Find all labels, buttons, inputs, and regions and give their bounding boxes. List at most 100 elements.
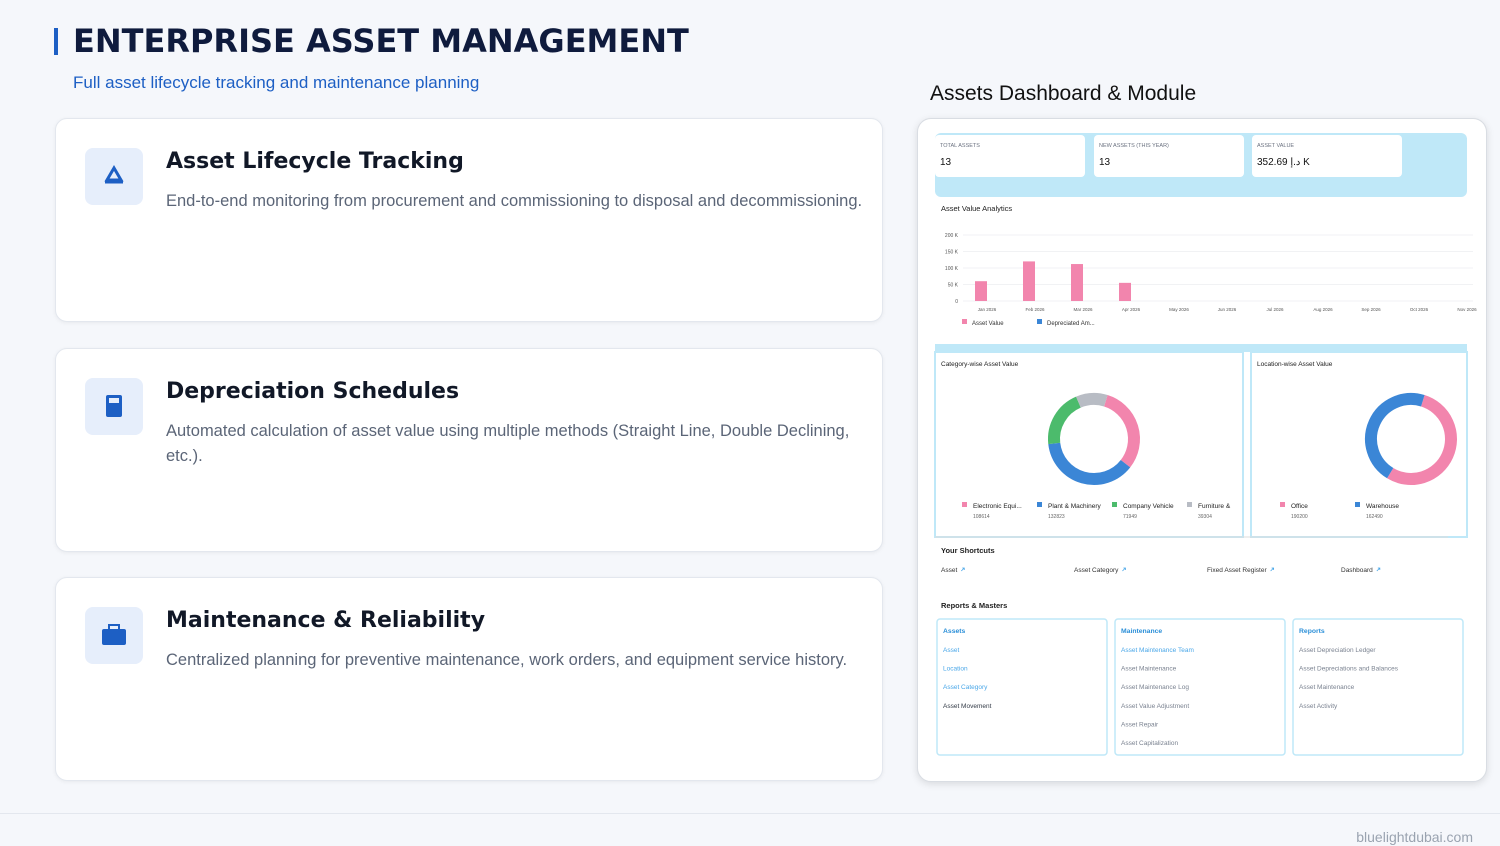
feature-card: Depreciation Schedules Automated calcula… bbox=[55, 348, 883, 552]
legend-value: 39304 bbox=[1198, 514, 1212, 520]
report-link[interactable]: Asset Maintenance Team bbox=[1121, 647, 1194, 654]
x-tick-label: Jul 2026 bbox=[1266, 307, 1284, 312]
legend-value: 162490 bbox=[1366, 514, 1383, 520]
x-tick-label: Nov 2026 bbox=[1457, 307, 1477, 312]
y-tick-label: 100 K bbox=[945, 266, 959, 272]
panel bbox=[1250, 351, 1468, 538]
report-link[interactable]: Asset Maintenance Log bbox=[1121, 684, 1189, 691]
dashboard: TOTAL ASSETS 13 NEW ASSETS (THIS YEAR) 13 AS… bbox=[934, 133, 1477, 756]
x-tick-label: Oct 2026 bbox=[1410, 307, 1429, 312]
donut-segment bbox=[1103, 395, 1140, 468]
icon bbox=[85, 148, 143, 205]
feature-title: Asset Lifecycle Tracking bbox=[166, 149, 464, 174]
arrow-icon bbox=[1270, 567, 1275, 572]
kpi-card bbox=[935, 135, 1085, 177]
footer: bluelightdubai.com bbox=[1356, 829, 1473, 845]
y-tick-label: 50 K bbox=[948, 283, 959, 289]
donut-segment bbox=[1387, 395, 1457, 485]
report-link[interactable]: Asset Maintenance bbox=[1299, 684, 1355, 691]
divider bbox=[0, 813, 1500, 814]
page-subtitle: Full asset lifecycle tracking and mainte… bbox=[73, 73, 480, 92]
legend-value: 132823 bbox=[1048, 514, 1065, 520]
y-tick-label: 0 bbox=[955, 299, 958, 305]
report-link[interactable]: Asset Capitalization bbox=[1121, 740, 1178, 747]
donut-segment bbox=[1048, 396, 1082, 445]
y-tick-label: 150 K bbox=[945, 250, 959, 256]
shortcut[interactable]: Fixed Asset Register bbox=[1207, 567, 1267, 574]
bar bbox=[1023, 261, 1035, 301]
report-link[interactable]: Asset Value Adjustment bbox=[1121, 703, 1189, 710]
legend-label: Plant & Machinery bbox=[1048, 503, 1101, 510]
x-tick-label: Mar 2026 bbox=[1073, 307, 1093, 312]
kpi-label: NEW ASSETS (THIS YEAR) bbox=[1099, 143, 1169, 149]
column-title: Assets bbox=[943, 628, 966, 635]
report-link[interactable]: Asset Repair bbox=[1121, 721, 1159, 728]
report-column bbox=[1292, 618, 1464, 756]
column-title: Reports bbox=[1299, 628, 1325, 635]
kpi-label: ASSET VALUE bbox=[1257, 143, 1294, 149]
bar bbox=[1119, 282, 1131, 301]
kpi-value: 13 bbox=[1099, 157, 1111, 168]
donut-segment bbox=[1048, 442, 1131, 485]
legend-swatch bbox=[1112, 502, 1117, 507]
report-link[interactable]: Asset Activity bbox=[1299, 703, 1338, 710]
legend-swatch bbox=[1187, 502, 1192, 507]
legend-swatch bbox=[1037, 319, 1042, 324]
y-tick-label: 200 K bbox=[945, 233, 959, 239]
kpi-card bbox=[1252, 135, 1402, 177]
report-link[interactable]: Asset Movement bbox=[943, 703, 992, 710]
x-tick-label: Jun 2026 bbox=[1218, 307, 1237, 312]
bar bbox=[975, 281, 987, 301]
section-title: Reports & Masters bbox=[941, 601, 1007, 610]
report-link[interactable]: Asset Depreciation Ledger bbox=[1299, 647, 1376, 654]
icon bbox=[85, 378, 143, 435]
report-column bbox=[1114, 618, 1286, 756]
legend-label: Office bbox=[1291, 503, 1308, 510]
legend-swatch bbox=[962, 319, 967, 324]
x-tick-label: Jan 2026 bbox=[978, 307, 997, 312]
kpi-card bbox=[1094, 135, 1244, 177]
report-link[interactable]: Asset Maintenance bbox=[1121, 666, 1177, 673]
bar bbox=[1071, 264, 1083, 301]
shortcut[interactable]: Dashboard bbox=[1341, 567, 1373, 574]
dashboard-screenshot: TOTAL ASSETS 13 NEW ASSETS (THIS YEAR) 13 AS… bbox=[917, 118, 1487, 782]
feature-card: Maintenance & Reliability Centralized pl… bbox=[55, 577, 883, 781]
report-link[interactable]: Asset Category bbox=[943, 684, 988, 691]
feature-description: Automated calculation of asset value usi… bbox=[166, 422, 850, 465]
arrow-icon bbox=[1376, 567, 1381, 572]
legend-label: Furniture & bbox=[1198, 503, 1231, 510]
legend-label: Company Vehicle bbox=[1123, 503, 1174, 510]
column-title: Maintenance bbox=[1121, 628, 1162, 635]
chart-title: Category-wise Asset Value bbox=[941, 361, 1019, 368]
report-link[interactable]: Asset Depreciations and Balances bbox=[1299, 666, 1399, 673]
x-tick-label: Apr 2026 bbox=[1122, 307, 1141, 312]
report-column bbox=[936, 618, 1108, 756]
legend-value: 71949 bbox=[1123, 514, 1137, 520]
legend-swatch bbox=[1280, 502, 1285, 507]
page-title: ENTERPRISE ASSET MANAGEMENT bbox=[73, 22, 689, 60]
shortcut[interactable]: Asset Category bbox=[1074, 567, 1119, 574]
x-tick-label: Aug 2026 bbox=[1313, 307, 1333, 312]
feature-title: Depreciation Schedules bbox=[166, 379, 460, 404]
shortcut[interactable]: Asset bbox=[941, 567, 957, 574]
accent-bar bbox=[54, 28, 58, 55]
legend-swatch bbox=[1037, 502, 1042, 507]
x-tick-label: Feb 2026 bbox=[1025, 307, 1045, 312]
legend-label: Electronic Equi... bbox=[973, 503, 1022, 510]
kpi-value: 13 bbox=[940, 157, 952, 168]
x-tick-label: May 2026 bbox=[1169, 307, 1189, 312]
report-link[interactable]: Asset bbox=[943, 647, 959, 654]
legend-swatch bbox=[962, 502, 967, 507]
x-tick-label: Sep 2026 bbox=[1361, 307, 1381, 312]
feature-title: Maintenance & Reliability bbox=[166, 608, 486, 633]
chart-title: Asset Value Analytics bbox=[941, 204, 1012, 213]
legend-value: 190200 bbox=[1291, 514, 1308, 520]
dashboard-title: Assets Dashboard & Module bbox=[930, 82, 1197, 105]
donut-segment bbox=[1076, 393, 1108, 408]
report-link[interactable]: Location bbox=[943, 666, 968, 673]
legend-label: Asset Value bbox=[972, 321, 1004, 327]
legend-value: 108614 bbox=[973, 514, 990, 520]
donut-segment bbox=[1365, 393, 1425, 479]
kpi-label: TOTAL ASSETS bbox=[940, 143, 980, 149]
